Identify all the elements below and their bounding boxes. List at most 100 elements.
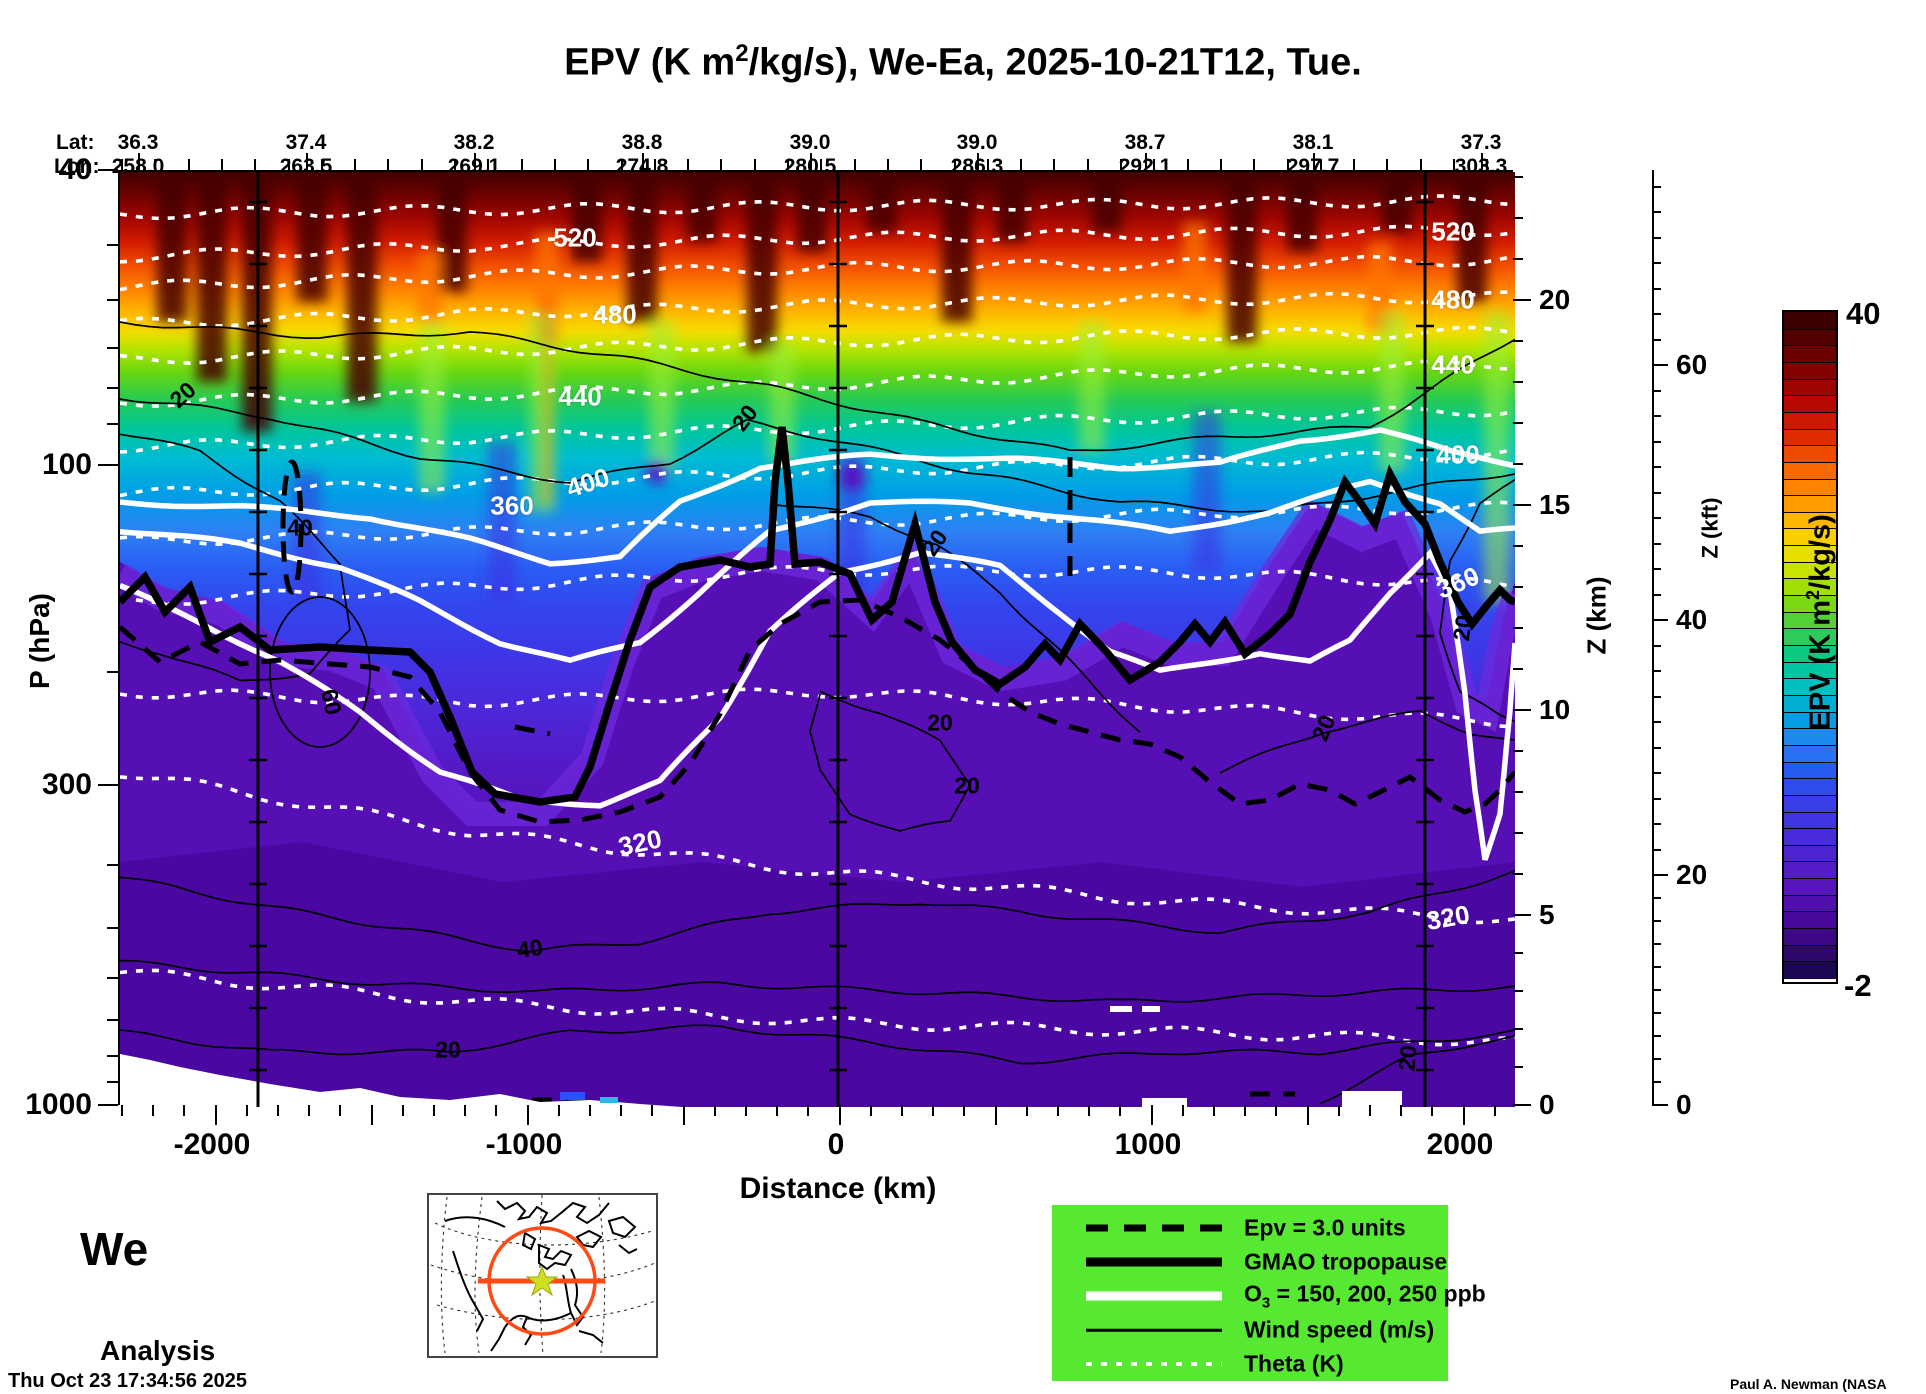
thick-white-line-swatch xyxy=(1086,1291,1222,1301)
legend-item-label: GMAO tropopause xyxy=(1244,1248,1448,1275)
legend-item-label: Wind speed (m/s) xyxy=(1244,1316,1435,1343)
lat-value: 37.4 xyxy=(285,131,327,154)
theta-contour-label: 440 xyxy=(558,381,602,412)
colorbar-segment xyxy=(1784,445,1836,463)
lat-value: 38.1 xyxy=(1292,131,1334,154)
wind-contour-label: 40 xyxy=(287,514,313,541)
colorbar-segment xyxy=(1784,678,1836,696)
coastline xyxy=(444,1200,638,1352)
lat-value: 36.3 xyxy=(117,131,159,154)
endpoint-left-label: We xyxy=(80,1223,149,1275)
legend-item: Wind speed (m/s) xyxy=(1052,1313,1448,1347)
tick-label: 100 xyxy=(41,448,92,481)
thin-black-line-swatch xyxy=(1086,1328,1222,1332)
lat-value: 39.0 xyxy=(956,131,998,154)
colorbar-segment xyxy=(1784,844,1836,863)
colorbar-segment xyxy=(1784,761,1836,780)
page-title: EPV (K m2/kg/s), We-Ea, 2025-10-21T12, T… xyxy=(564,40,1362,84)
colorbar-segment xyxy=(1784,694,1836,713)
lat-value: 38.7 xyxy=(1124,131,1166,154)
theta-contour-label: 520 xyxy=(553,222,597,253)
analysis-label: Analysis xyxy=(100,1335,216,1366)
epv-colorbar xyxy=(1782,310,1838,984)
tick-label: 0 xyxy=(827,1128,845,1161)
x-axis-title: Distance (km) xyxy=(739,1172,937,1205)
theta-contour-label: 520 xyxy=(1431,216,1475,247)
colorbar-segment xyxy=(1784,944,1836,963)
tick-label: -1000 xyxy=(485,1128,563,1161)
colorbar-segment xyxy=(1784,378,1836,397)
colorbar-segment xyxy=(1784,495,1836,513)
wind-contour-label: 20 xyxy=(954,772,980,799)
colorbar-segment xyxy=(1784,778,1836,796)
colorbar-segment xyxy=(1784,361,1836,380)
colorbar-segment xyxy=(1784,312,1836,330)
tick-label: 40 xyxy=(58,153,92,186)
colorbar-segment xyxy=(1784,345,1836,363)
z-kft-axis-title: Z (kft) xyxy=(1697,497,1723,559)
wind-contour-label: 40 xyxy=(515,933,545,964)
legend-item: Theta (K) xyxy=(1052,1347,1448,1381)
credit: Paul A. Newman (NASA xyxy=(1730,1376,1887,1392)
lat-value: 38.2 xyxy=(453,131,495,154)
lat-value: 37.3 xyxy=(1460,131,1502,154)
section-circle xyxy=(487,1226,597,1336)
theta-contour-label: 480 xyxy=(593,299,637,330)
colorbar-segment xyxy=(1784,861,1836,880)
colorbar-segment xyxy=(1784,411,1836,430)
inset-map xyxy=(427,1193,658,1358)
tick-label: 0 xyxy=(1539,1089,1555,1120)
tick-label: 0 xyxy=(1676,1089,1692,1120)
colorbar-segment xyxy=(1784,628,1836,646)
tick-label: 20 xyxy=(1539,284,1571,315)
theta-contour-label: 400 xyxy=(1436,439,1480,470)
tick-label: -2000 xyxy=(173,1128,251,1161)
thick-black-line-swatch xyxy=(1086,1257,1222,1267)
wind-contour-label: 20 xyxy=(1447,613,1478,643)
colorbar-segment xyxy=(1784,545,1836,563)
colorbar-segment xyxy=(1784,828,1836,846)
cross-section-plot xyxy=(118,170,1515,1107)
lat-value: 39.0 xyxy=(789,131,831,154)
colorbar-segment xyxy=(1784,395,1836,413)
colorbar-min-label: -2 xyxy=(1844,968,1872,1003)
legend-item-label: Epv = 3.0 units xyxy=(1244,1214,1406,1241)
colorbar-segment xyxy=(1784,911,1836,930)
y-axis-title: P (hPa) xyxy=(23,593,55,689)
tick-label: 5 xyxy=(1539,899,1555,930)
colorbar-segment xyxy=(1784,928,1836,946)
dashed-black-line-swatch xyxy=(1086,1224,1222,1232)
lat-value: 38.8 xyxy=(621,131,663,154)
colorbar-segment xyxy=(1784,578,1836,597)
colorbar-title: EPV (K m2/kg/s) xyxy=(1802,514,1837,731)
tick-label: 60 xyxy=(1676,349,1708,380)
colorbar-segment xyxy=(1784,728,1836,746)
legend-item-label: Theta (K) xyxy=(1244,1350,1344,1377)
colorbar-segment xyxy=(1784,478,1836,497)
legend-item: Epv = 3.0 units xyxy=(1052,1211,1448,1245)
dotted-white-line-swatch xyxy=(1086,1362,1222,1366)
colorbar-max-label: 40 xyxy=(1846,296,1881,331)
colorbar-segment xyxy=(1784,528,1836,547)
colorbar-segment xyxy=(1784,794,1836,813)
colorbar-segment xyxy=(1784,811,1836,830)
colorbar-segment xyxy=(1784,328,1836,347)
colorbar-segment xyxy=(1784,561,1836,580)
epv-field xyxy=(120,172,1515,1107)
tick-label: 20 xyxy=(1676,859,1708,890)
timestamp: Thu Oct 23 17:34:56 2025 xyxy=(8,1370,248,1392)
wind-contour-label: 20 xyxy=(927,709,953,736)
wind-contour-label: 20 xyxy=(1393,1044,1422,1072)
colorbar-segment xyxy=(1784,611,1836,630)
tick-label: 40 xyxy=(1676,604,1708,635)
center-star-icon xyxy=(525,1265,559,1297)
colorbar-segment xyxy=(1784,661,1836,680)
colorbar-segment xyxy=(1784,961,1836,979)
waypoint-lines xyxy=(249,172,1434,1107)
colorbar-segment xyxy=(1784,878,1836,896)
theta-contour-label: 360 xyxy=(490,490,534,521)
colorbar-segment xyxy=(1784,595,1836,613)
legend-box: Epv = 3.0 units GMAO tropopause O3 = 150, … xyxy=(1052,1205,1486,1381)
colorbar-segment xyxy=(1784,645,1836,663)
tick-label: 1000 xyxy=(25,1088,92,1121)
